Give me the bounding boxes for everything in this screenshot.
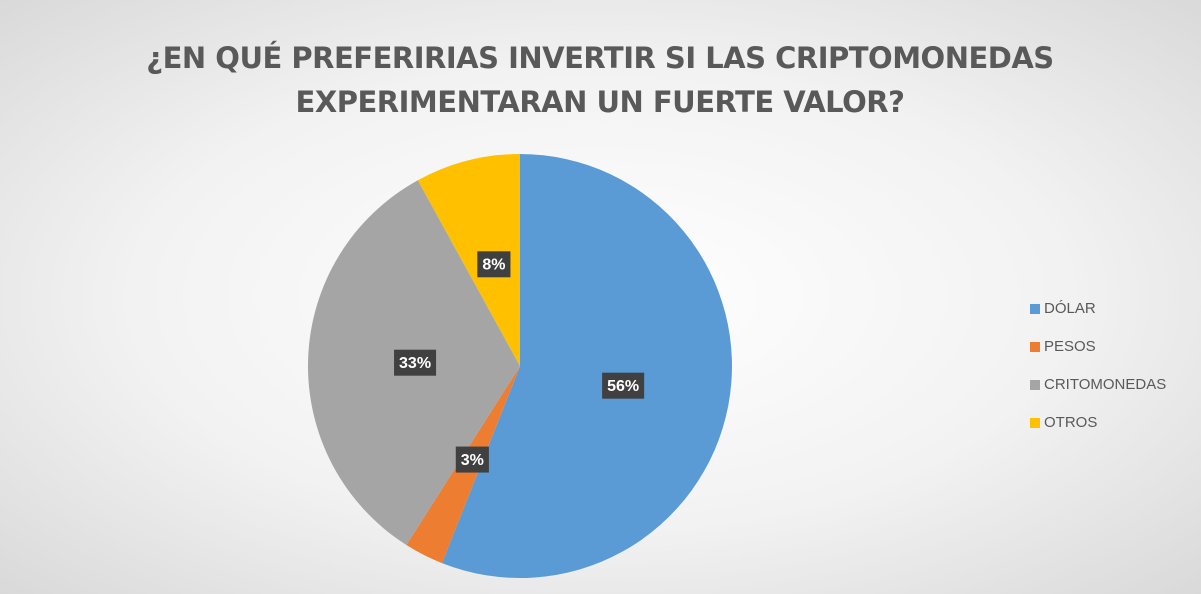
legend-swatch <box>1030 304 1040 314</box>
data-label: 8% <box>482 257 505 274</box>
legend-label: CRITOMONEDAS <box>1044 376 1166 393</box>
legend-label: OTROS <box>1044 414 1097 431</box>
data-label-box <box>455 446 489 473</box>
legend-swatch <box>1030 418 1040 428</box>
legend-label: PESOS <box>1044 338 1096 355</box>
data-label: 33% <box>399 355 431 372</box>
data-label-box <box>394 349 437 376</box>
pie-slice <box>417 154 520 366</box>
legend-swatch <box>1030 342 1040 352</box>
data-label-box <box>477 251 511 278</box>
data-label: 56% <box>607 378 639 395</box>
chart-title: ¿EN QUÉ PREFERIRIAS INVERTIR SI LAS CRIP… <box>146 41 1054 119</box>
legend-label: DÓLAR <box>1044 300 1096 317</box>
data-label: 3% <box>461 452 484 469</box>
data-label-box <box>602 372 645 399</box>
legend-swatch <box>1030 380 1040 390</box>
pie-slice <box>441 154 732 578</box>
